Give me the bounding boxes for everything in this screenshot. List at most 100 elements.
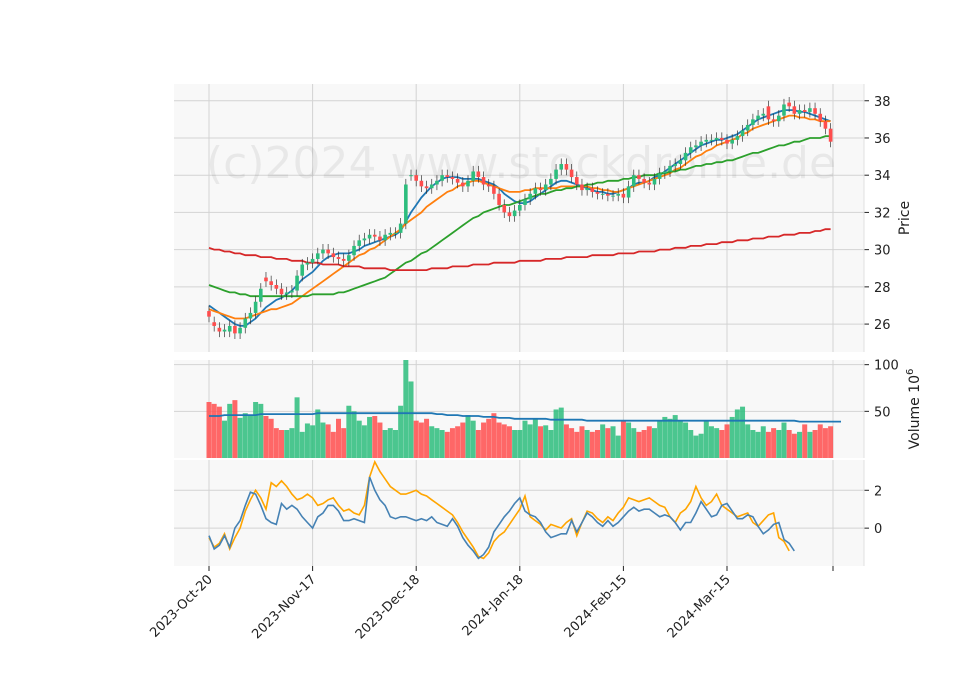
candle-body xyxy=(751,119,755,125)
volume-bar xyxy=(765,431,771,458)
volume-bar xyxy=(703,420,709,458)
volume-bar xyxy=(351,411,357,458)
candle-body xyxy=(771,119,776,122)
candle-body xyxy=(554,169,558,179)
volume-bar xyxy=(672,415,678,458)
volume-bar xyxy=(548,430,554,458)
volume-bar xyxy=(812,430,818,458)
candle-body xyxy=(797,110,802,114)
volume-bar xyxy=(294,397,300,458)
volume-bar xyxy=(465,415,471,458)
candle-body xyxy=(336,257,341,259)
volume-bar xyxy=(641,430,647,458)
volume-bar xyxy=(253,402,259,458)
volume-bar xyxy=(517,430,523,458)
volume-bar xyxy=(802,424,808,458)
candle-body xyxy=(253,301,258,313)
volume-bar xyxy=(304,423,310,458)
volume-bar xyxy=(693,435,699,458)
candle-body xyxy=(559,164,564,170)
candle-body xyxy=(388,232,393,235)
candle-body xyxy=(450,177,455,179)
volume-bar xyxy=(455,426,461,458)
candle-body xyxy=(518,204,522,211)
candle-body xyxy=(574,177,579,185)
candle-body xyxy=(528,193,532,200)
volume-bar xyxy=(418,422,424,458)
price-tick-label: 38 xyxy=(874,95,891,110)
volume-bar xyxy=(434,428,440,458)
volume-bar xyxy=(589,431,595,458)
volume-bar xyxy=(449,428,455,458)
volume-bar xyxy=(481,422,487,458)
volume-bar xyxy=(268,418,274,458)
candle-body xyxy=(419,180,424,187)
candle-body xyxy=(683,152,688,161)
candle-body xyxy=(657,173,662,179)
candle-body xyxy=(347,255,351,261)
candle-body xyxy=(269,281,273,285)
volume-bar xyxy=(392,430,398,458)
volume-bar xyxy=(444,431,450,458)
candle-body xyxy=(549,178,553,185)
volume-bar xyxy=(615,435,621,458)
volume-bar xyxy=(532,418,538,458)
candle-body xyxy=(564,164,569,170)
candle-body xyxy=(704,139,709,142)
volume-bar xyxy=(584,430,590,458)
volume-bar xyxy=(424,418,430,458)
volume-bar xyxy=(310,425,316,458)
candle-body xyxy=(538,188,543,191)
volume-bar xyxy=(600,424,606,458)
candle-body xyxy=(709,139,714,141)
candle-body xyxy=(631,175,636,187)
candle-body xyxy=(222,329,227,332)
candle-body xyxy=(802,110,807,112)
price-tick-label: 26 xyxy=(874,318,891,333)
candle-body xyxy=(409,175,413,177)
volume-bar xyxy=(646,426,652,458)
candle-body xyxy=(305,262,310,265)
volume-bar xyxy=(284,430,290,458)
volume-bar xyxy=(714,428,720,458)
volume-bar xyxy=(760,426,766,458)
candle-body xyxy=(782,104,786,116)
price-axis-label: Price xyxy=(897,201,913,235)
candle-body xyxy=(616,193,621,196)
candle-body xyxy=(745,124,750,131)
candle-body xyxy=(813,108,817,114)
candle-body xyxy=(595,191,600,194)
volume-bar xyxy=(341,428,347,458)
volume-bar xyxy=(657,420,663,458)
volume-axis-label: Volume 106 xyxy=(905,369,923,450)
candle-body xyxy=(611,195,615,197)
candle-body xyxy=(533,188,538,194)
candle-body xyxy=(543,184,548,191)
candle-body xyxy=(326,249,330,254)
volume-bar xyxy=(408,381,414,458)
volume-bar xyxy=(817,424,823,458)
volume-bar xyxy=(828,426,834,458)
candle-body xyxy=(440,175,444,181)
candle-body xyxy=(678,160,683,165)
candle-body xyxy=(331,253,336,258)
volume-bar xyxy=(258,403,264,458)
candle-body xyxy=(445,175,450,178)
volume-bar xyxy=(486,418,492,458)
candle-body xyxy=(367,234,372,239)
candle-body xyxy=(238,327,242,334)
volume-bar xyxy=(330,431,336,458)
volume-bar xyxy=(745,424,751,458)
candle-body xyxy=(663,171,667,174)
candle-body xyxy=(393,232,398,234)
volume-bar xyxy=(501,424,507,458)
candle-body xyxy=(699,141,703,146)
price-panel xyxy=(174,84,864,352)
volume-bar xyxy=(336,418,341,458)
volume-bar xyxy=(216,406,222,458)
candle-body xyxy=(248,312,253,319)
volume-bar xyxy=(807,431,813,458)
candle-body xyxy=(621,193,626,198)
candle-body xyxy=(243,318,248,328)
volume-bar xyxy=(677,420,683,458)
